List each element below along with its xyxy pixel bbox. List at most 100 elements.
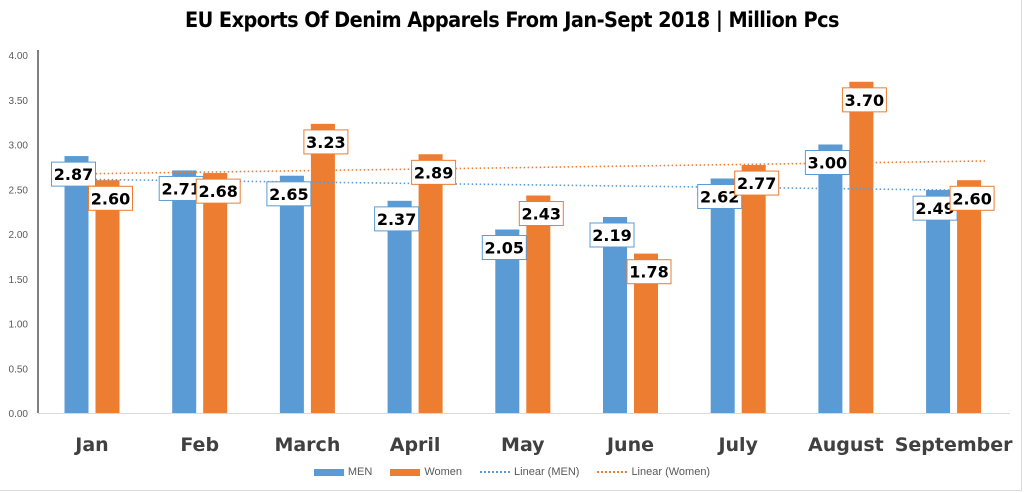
data-label: 2.87 <box>54 165 93 184</box>
data-label-box <box>589 222 635 248</box>
bar-men <box>926 190 951 413</box>
data-label: 2.62 <box>700 188 739 207</box>
legend-label: Linear (MEN) <box>514 466 580 478</box>
x-tick-label: May <box>501 434 545 456</box>
bar-cap <box>603 216 627 220</box>
bar-women <box>418 154 443 413</box>
y-tick-label: 3.50 <box>9 96 29 107</box>
legend-item-women[interactable]: Women <box>390 466 462 478</box>
data-label: 3.00 <box>808 154 847 173</box>
data-label: 2.19 <box>592 226 631 245</box>
bar-cap <box>310 123 335 127</box>
legend-label: Linear (Women) <box>631 466 711 478</box>
x-tick-label: July <box>716 434 758 456</box>
bar-cap <box>849 81 874 85</box>
data-label: 2.77 <box>737 174 776 193</box>
bar-women <box>203 173 228 413</box>
data-label: 3.70 <box>845 91 884 110</box>
x-tick-label: March <box>274 434 340 456</box>
data-label-box <box>88 185 133 211</box>
bar-men <box>818 144 843 413</box>
bar-cap <box>710 178 735 182</box>
legend: MEN Women Linear (MEN) Linear (Women) <box>0 466 1024 478</box>
data-label-box <box>481 235 527 261</box>
y-tick-label: 4.00 <box>9 51 29 62</box>
legend-item-linear-men[interactable]: Linear (MEN) <box>480 466 579 478</box>
legend-item-men[interactable]: MEN <box>313 466 373 478</box>
bar-cap <box>387 200 412 204</box>
data-label: 2.60 <box>91 189 130 208</box>
data-label: 2.65 <box>269 185 308 204</box>
data-label-box <box>195 178 241 204</box>
x-tick-label: April <box>390 434 441 456</box>
y-tick-label: 1.00 <box>9 320 29 331</box>
legend-label: Women <box>424 466 463 478</box>
bar-cap <box>203 173 228 177</box>
y-tick-label: 3.00 <box>9 141 29 152</box>
bar-women <box>526 195 551 413</box>
bar-cap <box>279 175 304 179</box>
legend-item-linear-women[interactable]: Linear (Women) <box>597 466 710 478</box>
legend-swatch-men <box>313 468 344 476</box>
x-tick-label: August <box>808 434 884 456</box>
bar-cap <box>957 180 982 184</box>
bar-men <box>710 178 735 413</box>
bar-cap <box>95 180 120 184</box>
bar-cap <box>495 229 520 233</box>
data-label-box <box>804 150 850 175</box>
bar-men <box>603 216 627 413</box>
bar-cap <box>634 253 658 257</box>
data-label-box <box>374 206 420 232</box>
bar-men <box>387 200 412 413</box>
data-label-box <box>626 259 672 285</box>
y-axis: 0.00 0.50 1.00 1.50 2.00 2.50 3.00 3.50 4.00 <box>9 50 39 420</box>
bar-men <box>172 170 197 413</box>
x-tick-label: June <box>605 434 654 456</box>
x-tick-label: September <box>895 434 1013 456</box>
x-axis: Jan Feb March April May June July August Septemb… <box>38 413 1013 456</box>
data-label-box <box>949 185 995 211</box>
x-tick-label: Jan <box>73 434 108 456</box>
bar-women <box>95 180 120 413</box>
data-label-box <box>266 181 312 207</box>
bar-cap <box>418 154 443 158</box>
data-label: 2.68 <box>198 182 237 201</box>
data-label-box <box>841 87 887 113</box>
bar-women <box>741 165 766 413</box>
y-tick-label: 2.50 <box>9 185 29 196</box>
data-label: 2.05 <box>485 239 524 258</box>
legend-dotline-women <box>597 471 628 473</box>
bar-cap <box>741 165 766 169</box>
bar-women <box>310 123 335 413</box>
data-label: 2.71 <box>161 179 200 198</box>
data-label: 2.89 <box>414 163 453 182</box>
legend-dotline-men <box>480 471 511 473</box>
bar-men <box>279 175 304 413</box>
data-label: 2.43 <box>522 205 561 224</box>
bar-women <box>957 180 982 413</box>
data-label-box <box>303 129 349 155</box>
legend-swatch-women <box>390 468 421 476</box>
bar-men <box>495 229 520 413</box>
data-label: 2.37 <box>377 210 416 229</box>
y-tick-label: 2.00 <box>9 230 29 241</box>
bar-men <box>64 156 89 413</box>
data-label: 1.78 <box>629 263 668 282</box>
x-tick-label: Feb <box>180 434 219 456</box>
data-label-box <box>518 201 564 227</box>
data-label-box <box>411 159 457 185</box>
chart-title: EU Exports Of Denim Apparels From Jan-Se… <box>184 8 840 32</box>
bars <box>64 81 982 413</box>
y-tick-label: 0.00 <box>9 409 29 420</box>
data-label: 3.23 <box>306 133 345 152</box>
data-labels: 2.87 2.71 2.65 2.37 2.05 2.19 2.62 3.00 2.49 2.60… <box>51 87 995 285</box>
legend-label: MEN <box>347 466 373 478</box>
data-label-box <box>51 161 96 187</box>
y-tick-label: 0.50 <box>9 364 29 375</box>
bar-women <box>849 81 874 413</box>
y-tick-label: 1.50 <box>9 275 29 286</box>
bar-cap <box>64 156 89 160</box>
data-label: 2.49 <box>915 199 954 218</box>
bar-cap <box>926 190 951 194</box>
